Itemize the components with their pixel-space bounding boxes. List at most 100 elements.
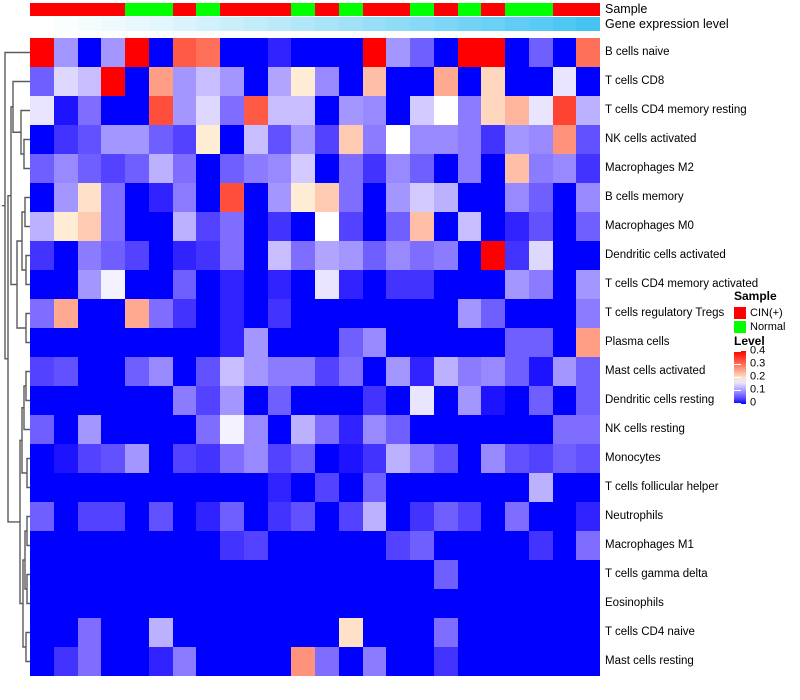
heatmap-cell bbox=[481, 270, 505, 299]
heatmap-cell bbox=[505, 502, 529, 531]
heatmap-cell bbox=[53, 241, 78, 270]
heatmap-cell bbox=[53, 67, 78, 96]
heatmap-cell bbox=[148, 299, 173, 328]
heatmap-cell bbox=[172, 560, 197, 589]
heatmap-cell bbox=[410, 241, 434, 270]
heatmap-cell bbox=[172, 299, 197, 328]
heatmap-cell bbox=[433, 125, 458, 154]
heatmap-cell bbox=[30, 38, 54, 67]
level-tick-mark bbox=[734, 364, 741, 365]
heatmap-cell bbox=[410, 154, 434, 183]
heatmap-cell bbox=[315, 212, 339, 241]
heatmap-cell bbox=[457, 357, 482, 386]
heatmap-cell bbox=[53, 473, 78, 502]
heatmap-cell bbox=[291, 154, 315, 183]
heatmap-cell bbox=[148, 502, 173, 531]
heatmap-cell bbox=[291, 357, 315, 386]
heatmap-cell bbox=[243, 444, 268, 473]
heatmap-cell bbox=[77, 96, 102, 125]
gene-annotation-cell bbox=[172, 17, 197, 31]
heatmap-cell bbox=[338, 270, 363, 299]
heatmap-cell bbox=[77, 154, 102, 183]
heatmap-cell bbox=[291, 560, 315, 589]
heatmap-cell bbox=[386, 270, 410, 299]
heatmap-cell bbox=[528, 560, 553, 589]
heatmap-cell bbox=[576, 38, 600, 67]
level-tick-label: 0 bbox=[750, 396, 757, 409]
heatmap-cell bbox=[481, 415, 505, 444]
heatmap-cell bbox=[243, 183, 268, 212]
heatmap-cell bbox=[338, 531, 363, 560]
heatmap-cell bbox=[362, 38, 387, 67]
gene-annotation-cell bbox=[196, 17, 220, 31]
heatmap-cell bbox=[505, 183, 529, 212]
heatmap-cell bbox=[267, 473, 292, 502]
heatmap-cell bbox=[291, 125, 315, 154]
heatmap-cell bbox=[53, 154, 78, 183]
gene-annotation-cell bbox=[338, 17, 363, 31]
heatmap-cell bbox=[386, 328, 410, 357]
heatmap-cell bbox=[125, 618, 149, 647]
heatmap-cell bbox=[338, 212, 363, 241]
heatmap-cell bbox=[101, 444, 125, 473]
heatmap-cell bbox=[291, 328, 315, 357]
heatmap-cell bbox=[576, 183, 600, 212]
heatmap-cell bbox=[362, 328, 387, 357]
heatmap-cell bbox=[505, 386, 529, 415]
heatmap-cell bbox=[386, 444, 410, 473]
heatmap-cell bbox=[338, 415, 363, 444]
heatmap-cell bbox=[148, 96, 173, 125]
heatmap-cell bbox=[291, 270, 315, 299]
heatmap-cell bbox=[243, 415, 268, 444]
heatmap-cell bbox=[196, 154, 220, 183]
heatmap-cell bbox=[576, 647, 600, 676]
sample-annotation-label: Sample bbox=[605, 2, 648, 16]
heatmap-cell bbox=[30, 444, 54, 473]
heatmap-cell bbox=[362, 560, 387, 589]
row-label: Mast cells resting bbox=[605, 655, 694, 667]
heatmap-cell bbox=[148, 560, 173, 589]
heatmap-cell bbox=[338, 299, 363, 328]
heatmap-cell bbox=[457, 270, 482, 299]
heatmap-cell bbox=[291, 589, 315, 618]
heatmap-cell bbox=[101, 560, 125, 589]
heatmap-cell bbox=[505, 618, 529, 647]
heatmap-cell bbox=[338, 154, 363, 183]
heatmap-cell bbox=[243, 386, 268, 415]
heatmap-cell bbox=[196, 328, 220, 357]
heatmap-cell bbox=[196, 386, 220, 415]
heatmap-cell bbox=[148, 212, 173, 241]
heatmap-cell bbox=[53, 560, 78, 589]
heatmap-cell bbox=[457, 415, 482, 444]
gene-annotation-cell bbox=[243, 17, 268, 31]
heatmap-cell bbox=[386, 560, 410, 589]
heatmap-cell bbox=[362, 357, 387, 386]
heatmap-cell bbox=[291, 386, 315, 415]
level-colorbar-wrap: 0.4 0.3 0.2 0.1 0 bbox=[734, 345, 765, 408]
heatmap-cell bbox=[196, 299, 220, 328]
sample-annotation-cell bbox=[528, 3, 553, 16]
heatmap-cell bbox=[362, 589, 387, 618]
heatmap-cell bbox=[505, 96, 529, 125]
heatmap-cell bbox=[267, 183, 292, 212]
heatmap-cell bbox=[267, 618, 292, 647]
row-label: Macrophages M0 bbox=[605, 220, 694, 232]
heatmap-cell bbox=[148, 444, 173, 473]
heatmap-cell bbox=[362, 531, 387, 560]
heatmap-cell bbox=[30, 531, 54, 560]
sample-annotation-cell bbox=[172, 3, 197, 16]
heatmap-cell bbox=[148, 270, 173, 299]
heatmap-cell bbox=[267, 531, 292, 560]
heatmap-cell bbox=[433, 38, 458, 67]
heatmap-cell bbox=[338, 96, 363, 125]
heatmap-cell bbox=[481, 502, 505, 531]
heatmap-cell bbox=[101, 38, 125, 67]
gene-annotation-cell bbox=[576, 17, 600, 31]
heatmap-cell bbox=[457, 212, 482, 241]
heatmap-cell bbox=[291, 241, 315, 270]
heatmap-cell bbox=[172, 67, 197, 96]
heatmap-cell bbox=[77, 67, 102, 96]
heatmap-cell bbox=[101, 96, 125, 125]
heatmap-cell bbox=[505, 154, 529, 183]
heatmap-cell bbox=[315, 647, 339, 676]
